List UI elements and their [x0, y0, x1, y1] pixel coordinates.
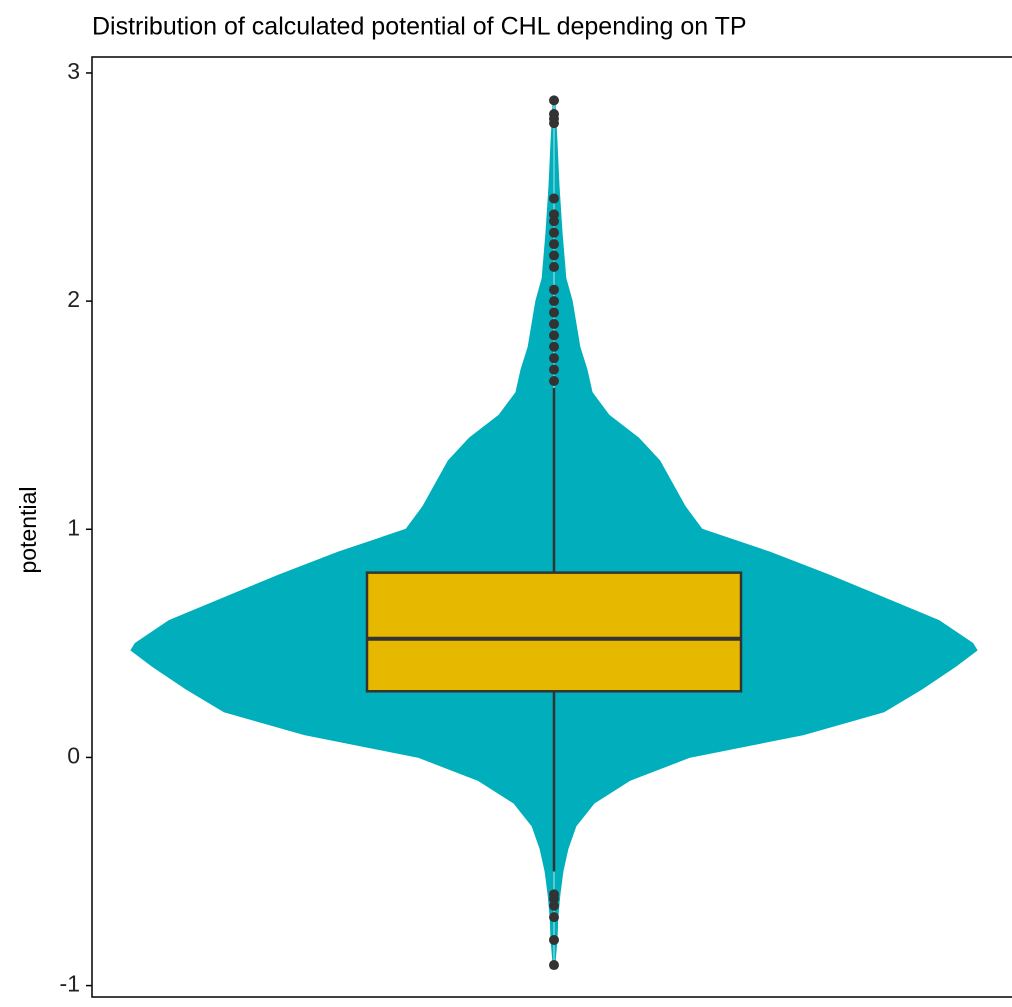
outlier: [549, 250, 559, 261]
outlier: [549, 284, 559, 295]
outlier: [549, 193, 559, 204]
outlier: [549, 209, 559, 220]
outlier: [549, 95, 559, 106]
y-tick-label: 0: [67, 743, 80, 769]
outlier: [549, 296, 559, 307]
outlier: [549, 307, 559, 318]
outlier: [549, 900, 559, 911]
outlier: [549, 118, 559, 129]
outlier: [549, 341, 559, 352]
outlier: [549, 227, 559, 238]
outlier: [549, 364, 559, 375]
outlier: [549, 934, 559, 945]
outlier: [549, 318, 559, 329]
chart-title: Distribution of calculated potential of …: [92, 13, 747, 41]
y-tick-label: 3: [67, 58, 80, 84]
outlier: [549, 261, 559, 272]
outlier: [549, 239, 559, 250]
y-axis-label: potential: [15, 487, 41, 574]
plot-border: [91, 56, 1012, 998]
outlier: [549, 353, 559, 364]
y-tick-label: 2: [67, 286, 80, 312]
outlier: [549, 330, 559, 341]
violin-half: [130, 100, 554, 966]
y-tick-label: 1: [67, 514, 80, 540]
box: [365, 571, 743, 693]
outlier: [549, 375, 559, 386]
outlier: [549, 216, 559, 227]
outlier: [549, 912, 559, 923]
violin-half: [554, 100, 978, 966]
outlier: [549, 960, 559, 971]
outlier: [549, 893, 559, 904]
y-tick-label: -1: [60, 971, 80, 997]
